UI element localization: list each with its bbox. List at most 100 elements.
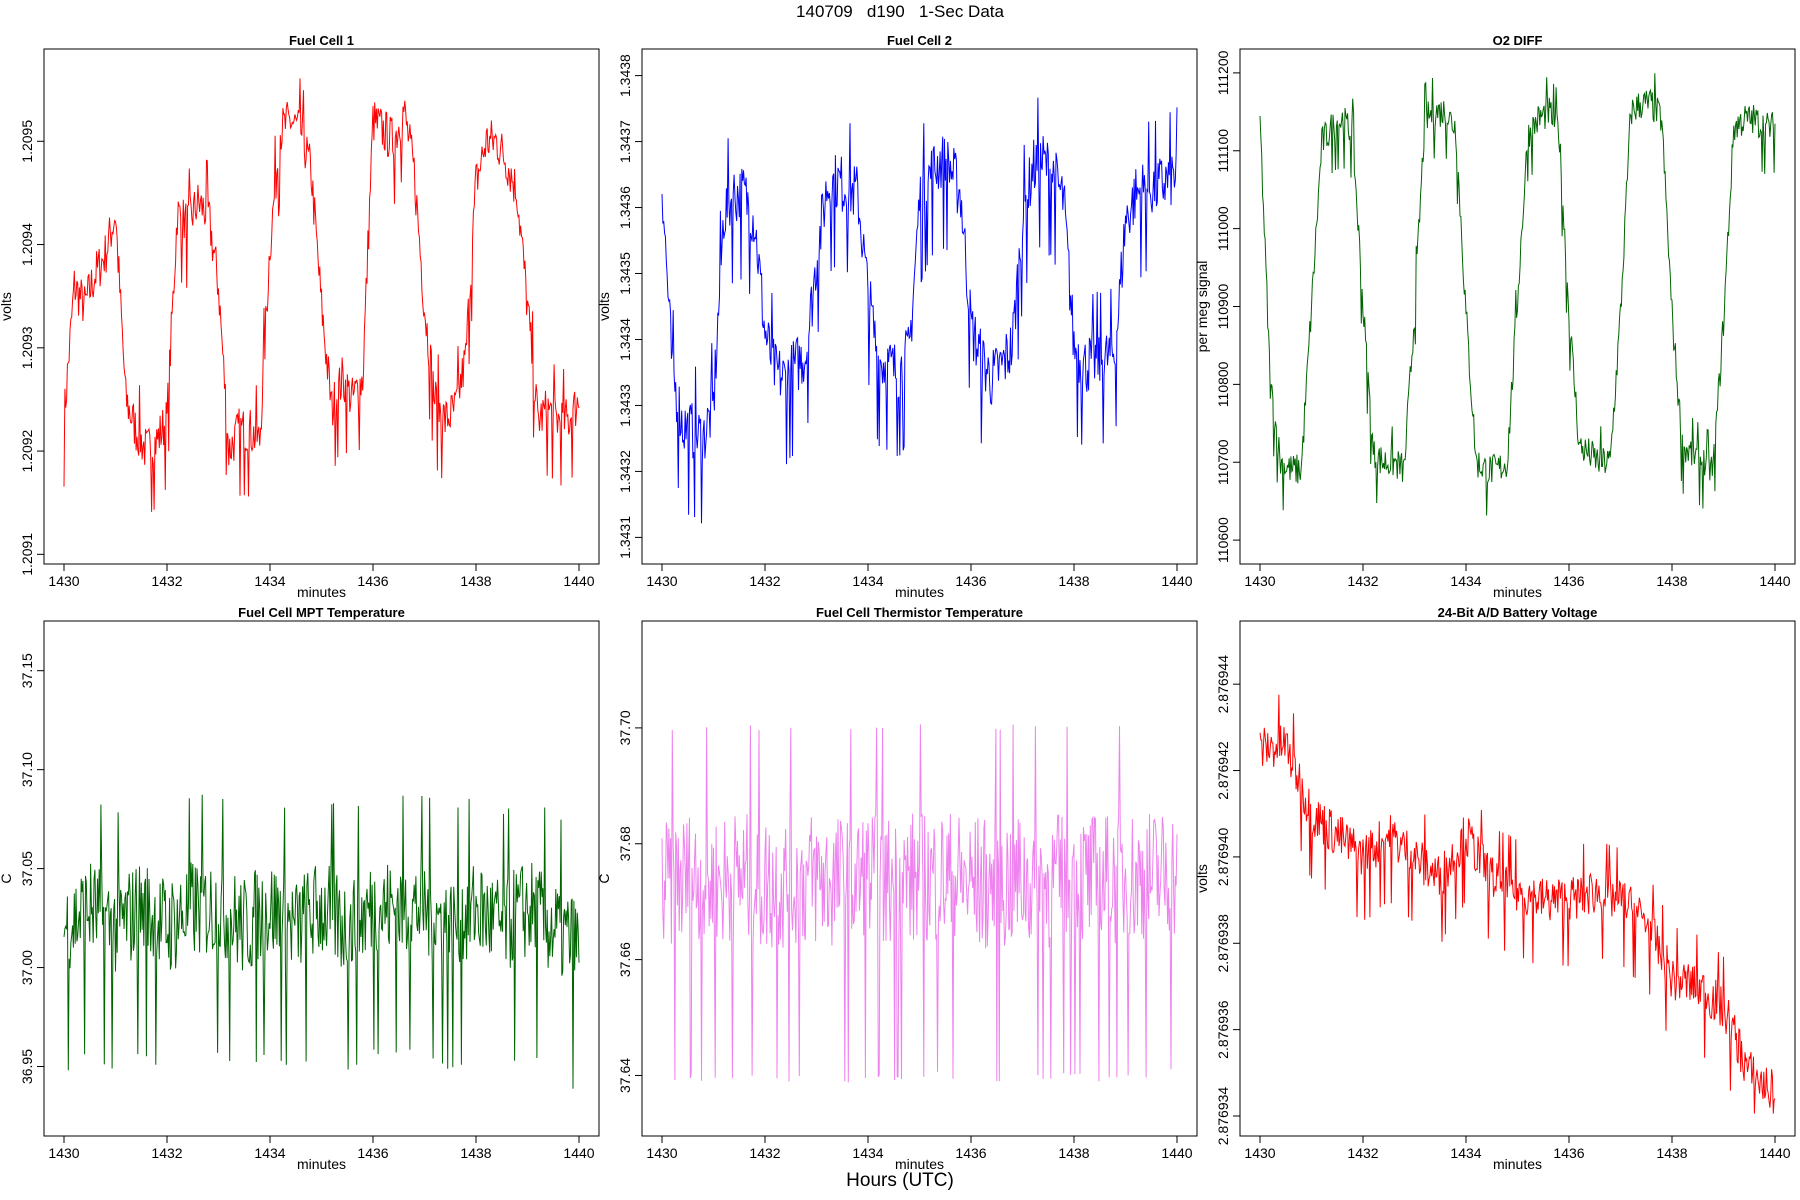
- x-tick-label: 1440: [563, 1145, 594, 1161]
- x-tick-label: 1440: [1759, 1145, 1790, 1161]
- y-tick-label: 36.95: [19, 1049, 35, 1084]
- x-tick-label: 1434: [852, 1145, 883, 1161]
- y-tick-label: 37.05: [19, 851, 35, 886]
- y-tick-label: 37.00: [19, 950, 35, 985]
- x-axis-label: minutes: [297, 584, 346, 600]
- x-tick-label: 1430: [48, 573, 79, 589]
- x-tick-label: 1432: [1347, 573, 1378, 589]
- chart-panel: Fuel Cell 1 1430 1432 1434 1436 1438 1440 minut…: [0, 33, 600, 600]
- x-tick-label: 1430: [646, 573, 677, 589]
- x-tick-label: 1438: [1656, 1145, 1687, 1161]
- y-tick-label: 1.2091: [19, 533, 35, 576]
- x-tick-label: 1438: [460, 1145, 491, 1161]
- chart-panel: O2 DIFF 1430 1432 1434 1436 1438 1440 minutes 11…: [1194, 33, 1796, 600]
- x-tick-label: 1436: [357, 1145, 388, 1161]
- x-tick-label: 1430: [48, 1145, 79, 1161]
- y-tick-label: 37.64: [617, 1058, 633, 1093]
- y-tick-label: 111100: [1215, 129, 1231, 173]
- x-tick-label: 1434: [254, 1145, 285, 1161]
- chart-title: Fuel Cell 2: [887, 33, 952, 48]
- x-tick-label: 1438: [1058, 573, 1089, 589]
- x-axis-label: minutes: [297, 1156, 346, 1172]
- x-tick-label: 1436: [1553, 573, 1584, 589]
- y-tick-label: 37.15: [19, 653, 35, 688]
- chart-title: Fuel Cell MPT Temperature: [238, 605, 405, 620]
- chart-title: O2 DIFF: [1493, 33, 1543, 48]
- y-tick-label: 2.876934: [1215, 1087, 1231, 1146]
- x-tick-label: 1432: [1347, 1145, 1378, 1161]
- y-tick-label: 1.3432: [617, 450, 633, 493]
- y-tick-label: 1.3434: [617, 318, 633, 361]
- x-tick-label: 1434: [1450, 1145, 1481, 1161]
- plot-frame: [43, 48, 600, 565]
- x-axis-label: minutes: [895, 584, 944, 600]
- y-tick-label: 111200: [1215, 50, 1231, 95]
- y-axis-label: C: [0, 873, 14, 883]
- x-tick-label: 1436: [357, 573, 388, 589]
- x-axis-label: minutes: [1493, 1156, 1542, 1172]
- plot-frame: [43, 620, 600, 1137]
- x-tick-label: 1432: [151, 1145, 182, 1161]
- y-tick-label: 37.68: [617, 826, 633, 861]
- figure-footer: Hours (UTC): [846, 1170, 954, 1191]
- y-tick-label: 111000: [1215, 206, 1231, 251]
- y-axis-label: C: [596, 873, 612, 883]
- y-tick-label: 110600: [1215, 517, 1231, 563]
- x-tick-label: 1436: [1553, 1145, 1584, 1161]
- x-axis-label: minutes: [895, 1156, 944, 1172]
- y-tick-label: 1.2093: [19, 326, 35, 369]
- plot-frame: [641, 48, 1198, 565]
- chart-title: 24-Bit A/D Battery Voltage: [1438, 605, 1598, 620]
- y-tick-label: 37.66: [617, 942, 633, 977]
- y-tick-label: 1.3436: [617, 186, 633, 229]
- series-line: [1259, 73, 1776, 516]
- series-line: [661, 97, 1178, 524]
- y-tick-label: 1.3438: [617, 54, 633, 97]
- y-tick-label: 2.876938: [1215, 914, 1231, 973]
- series-line: [661, 724, 1178, 1083]
- x-tick-label: 1434: [254, 573, 285, 589]
- y-axis-label: volts: [0, 292, 14, 321]
- chart-title: Fuel Cell Thermistor Temperature: [816, 605, 1023, 620]
- chart-panel: Fuel Cell MPT Temperature 1430 1432 1434 143…: [0, 605, 600, 1172]
- x-tick-label: 1432: [749, 573, 780, 589]
- y-tick-label: 1.3437: [617, 120, 633, 163]
- y-tick-label: 2.876942: [1215, 741, 1231, 800]
- x-tick-label: 1438: [1058, 1145, 1089, 1161]
- x-tick-label: 1430: [646, 1145, 677, 1161]
- series-line: [1259, 694, 1776, 1114]
- x-tick-label: 1440: [1161, 573, 1192, 589]
- chart-panel: 24-Bit A/D Battery Voltage 1430 1432 1434 14…: [1194, 605, 1796, 1172]
- series-line: [63, 794, 580, 1089]
- x-tick-label: 1440: [1161, 1145, 1192, 1161]
- y-tick-label: 37.70: [617, 710, 633, 745]
- y-tick-label: 1.2092: [19, 429, 35, 472]
- y-axis-label: volts: [1194, 864, 1210, 893]
- y-tick-label: 37.10: [19, 752, 35, 787]
- x-tick-label: 1432: [749, 1145, 780, 1161]
- y-tick-label: 110700: [1215, 439, 1231, 485]
- x-tick-label: 1430: [1244, 1145, 1275, 1161]
- y-tick-label: 2.876936: [1215, 1000, 1231, 1059]
- x-tick-label: 1436: [955, 1145, 986, 1161]
- x-tick-label: 1440: [1759, 573, 1790, 589]
- x-tick-label: 1440: [563, 573, 594, 589]
- x-tick-label: 1438: [1656, 573, 1687, 589]
- x-tick-label: 1436: [955, 573, 986, 589]
- series-line: [63, 78, 580, 512]
- figure-title: 140709 d190 1-Sec Data: [796, 2, 1004, 21]
- y-tick-label: 110800: [1215, 361, 1231, 407]
- x-tick-label: 1432: [151, 573, 182, 589]
- chart-panel: Fuel Cell 2 1430 1432 1434 1436 1438 1440 minut…: [596, 33, 1198, 600]
- plot-frame: [641, 620, 1198, 1137]
- y-axis-label: per meg signal: [1194, 261, 1210, 353]
- x-axis-label: minutes: [1493, 584, 1542, 600]
- x-tick-label: 1430: [1244, 573, 1275, 589]
- y-tick-label: 1.2095: [19, 120, 35, 163]
- plot-frame: [1239, 620, 1796, 1137]
- x-tick-label: 1438: [460, 573, 491, 589]
- y-tick-label: 2.876944: [1215, 655, 1231, 714]
- y-tick-label: 1.3431: [617, 516, 633, 559]
- x-tick-label: 1434: [852, 573, 883, 589]
